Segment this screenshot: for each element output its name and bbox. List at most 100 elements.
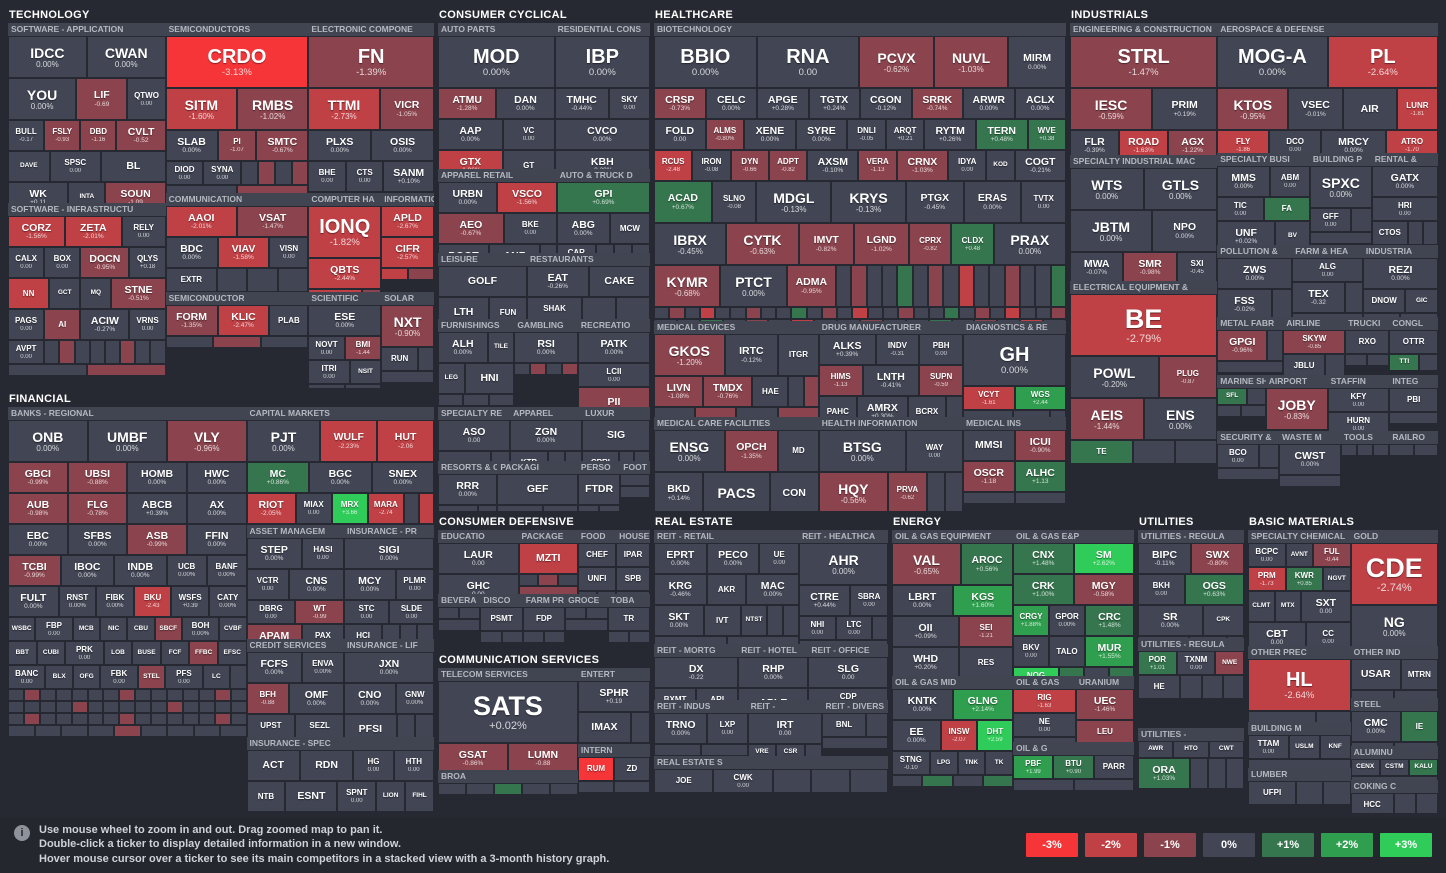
ticker-RYTM[interactable]: RYTM +0.26%	[924, 119, 976, 150]
ticker-tile-small[interactable]	[241, 161, 258, 185]
ticker-CELC[interactable]: CELC 0.00%	[705, 88, 757, 119]
ticker-tile-small[interactable]	[119, 713, 136, 725]
ticker-NG[interactable]: NG 0.00%	[1350, 605, 1438, 646]
ticker-FORM[interactable]: FORM -1.35%	[165, 305, 218, 336]
ticker-CTS[interactable]: CTS 0.00	[345, 161, 384, 192]
ticker-CORZ[interactable]: CORZ -1.56%	[8, 216, 65, 247]
ticker-CON[interactable]: CON	[769, 472, 819, 511]
ticker-tile-small[interactable]	[165, 336, 214, 348]
ticker-MCB[interactable]: MCB	[72, 617, 100, 641]
ticker-TIC[interactable]: TIC 0.00	[1217, 197, 1264, 221]
ticker-tile-small[interactable]	[363, 812, 399, 813]
ticker-GEF[interactable]: GEF	[497, 474, 578, 505]
ticker-KLIC[interactable]: KLIC -2.47%	[217, 305, 270, 336]
ticker-ADPT[interactable]: ADPT -0.82	[768, 150, 808, 181]
ticker-tile-small[interactable]	[722, 319, 746, 321]
ticker-tile-small[interactable]	[620, 474, 650, 486]
ticker-PSMT[interactable]: PSMT	[480, 607, 523, 631]
ticker-PBI[interactable]: PBI	[1389, 388, 1438, 412]
ticker-tile-small[interactable]	[1109, 667, 1134, 676]
ticker-tile-small[interactable]	[586, 607, 608, 619]
ticker-tile-small[interactable]	[135, 713, 152, 725]
ticker-GIC[interactable]: GIC	[1405, 289, 1438, 313]
ticker-TEX[interactable]: TEX -0.32	[1292, 282, 1345, 313]
ticker-CHEF[interactable]: CHEF	[577, 543, 617, 567]
ticker-RDNT[interactable]: RDNT0.00%	[962, 410, 1013, 417]
ticker-tile-small[interactable]	[415, 714, 434, 737]
ticker-PPTA[interactable]: PPTA	[1248, 711, 1317, 722]
ticker-tile-small[interactable]	[1350, 776, 1438, 780]
ticker-tile-small[interactable]	[804, 744, 823, 756]
ticker-HOMB[interactable]: HOMB 0.00%	[127, 462, 187, 493]
ticker-tile-small[interactable]	[23, 713, 40, 725]
ticker-ABG[interactable]: ABG 0.00%	[556, 213, 610, 244]
ticker-ADMA[interactable]: ADMA -0.95%	[786, 265, 836, 307]
ticker-DBRG[interactable]: DBRG 0.00	[246, 600, 296, 624]
ticker-CWT[interactable]: CWT	[1208, 741, 1244, 758]
ticker-tile-small[interactable]	[34, 725, 61, 737]
ticker-SPHR[interactable]: SPHR +0.19	[577, 681, 650, 712]
ticker-BOX[interactable]: BOX 0.00	[44, 247, 81, 278]
ticker-HP[interactable]: HP0.00	[1013, 737, 1076, 742]
ticker-ALH[interactable]: ALH 0.00%	[438, 332, 488, 363]
ticker-tile-small[interactable]	[1344, 282, 1363, 313]
ticker-NOVT[interactable]: NOVT 0.00	[308, 336, 345, 360]
ticker-tile-small[interactable]	[654, 636, 727, 644]
ticker-BHE[interactable]: BHE 0.00	[308, 161, 346, 192]
ticker-tile-small[interactable]	[277, 268, 309, 292]
ticker-tile-small[interactable]	[151, 713, 168, 725]
ticker-tile-small[interactable]	[565, 619, 608, 631]
ticker-NHI[interactable]: NHI 0.00	[799, 616, 836, 640]
ticker-CALX[interactable]: CALX 0.00	[8, 247, 45, 278]
ticker-tile-small[interactable]	[634, 451, 650, 461]
ticker-tile-small[interactable]	[103, 701, 120, 713]
ticker-tile-small[interactable]	[396, 714, 416, 737]
ticker-tile-small[interactable]	[860, 319, 883, 321]
ticker-WGS[interactable]: WGS +2.44	[1014, 386, 1066, 410]
ticker-tile-small[interactable]	[905, 319, 929, 321]
ticker-tile-small[interactable]	[699, 307, 716, 319]
ticker-QLYS[interactable]: QLYS +0.18	[129, 247, 166, 278]
ticker-FLR[interactable]: FLR -0.39%	[1070, 130, 1120, 155]
ticker-TMHC[interactable]: TMHC -0.44%	[554, 88, 609, 119]
ticker-LC[interactable]: LC	[202, 665, 231, 689]
ticker-FN[interactable]: FN -1.39%	[308, 36, 434, 88]
ticker-ITGR[interactable]: ITGR	[778, 334, 819, 376]
ticker-XENE[interactable]: XENE 0.00%	[744, 119, 796, 150]
ticker-GPOR[interactable]: GPOR 0.00%	[1049, 605, 1085, 636]
ticker-MOG-A[interactable]: MOG-A 0.00%	[1217, 36, 1328, 88]
ticker-MRX[interactable]: MRX +3.66	[331, 493, 368, 524]
ticker-AKR[interactable]: AKR	[706, 574, 747, 605]
ticker-tile-small[interactable]	[1035, 265, 1051, 307]
ticker-CVBF[interactable]: CVBF	[219, 617, 247, 641]
ticker-tile-small[interactable]	[71, 713, 88, 725]
ticker-HL[interactable]: HL -2.64%	[1248, 659, 1351, 711]
ticker-SANM[interactable]: SANM +0.10%	[383, 161, 434, 192]
ticker-SM[interactable]: SM +2.62%	[1073, 543, 1134, 574]
ticker-tile-small[interactable]	[293, 524, 341, 525]
ticker-LEU[interactable]: LEU	[1075, 720, 1134, 742]
ticker-IBRX[interactable]: IBRX -0.45%	[654, 223, 727, 265]
ticker-NWE[interactable]: NWE	[1215, 651, 1244, 675]
ticker-WHD[interactable]: WHD +0.20%	[892, 647, 959, 676]
ticker-OPCH[interactable]: OPCH -1.35%	[724, 430, 779, 472]
ticker-CRC[interactable]: CRC +1.48%	[1085, 605, 1134, 636]
ticker-tile-small[interactable]	[1309, 232, 1372, 244]
ticker-tile-small[interactable]	[974, 319, 998, 321]
ticker-HRI[interactable]: HRI 0.00	[1371, 197, 1438, 221]
ticker-tile-small[interactable]	[1340, 444, 1357, 456]
ticker-OSCR[interactable]: OSCR -1.18	[962, 461, 1015, 492]
ticker-tile-small[interactable]	[1005, 307, 1021, 319]
ticker-BULL[interactable]: BULL -0.17	[8, 120, 45, 151]
ticker-AEO[interactable]: AEO -0.67%	[438, 213, 504, 244]
ticker-CTRE[interactable]: CTRE +0.44%	[799, 585, 851, 616]
ticker-SLG[interactable]: SLG 0.00	[808, 657, 888, 688]
ticker-IVT[interactable]: IVT	[703, 605, 741, 636]
ticker-CTRI[interactable]: CTRI0.00	[1189, 636, 1227, 638]
ticker-CGON[interactable]: CGON -0.12%	[860, 88, 912, 119]
ticker-tile-small[interactable]	[407, 268, 434, 280]
ticker-tile-small[interactable]	[654, 319, 677, 321]
ticker-NN[interactable]: NN	[8, 278, 50, 309]
ticker-AROC[interactable]: AROC +0.56%	[961, 543, 1013, 585]
ticker-tile-small[interactable]	[1316, 711, 1351, 722]
